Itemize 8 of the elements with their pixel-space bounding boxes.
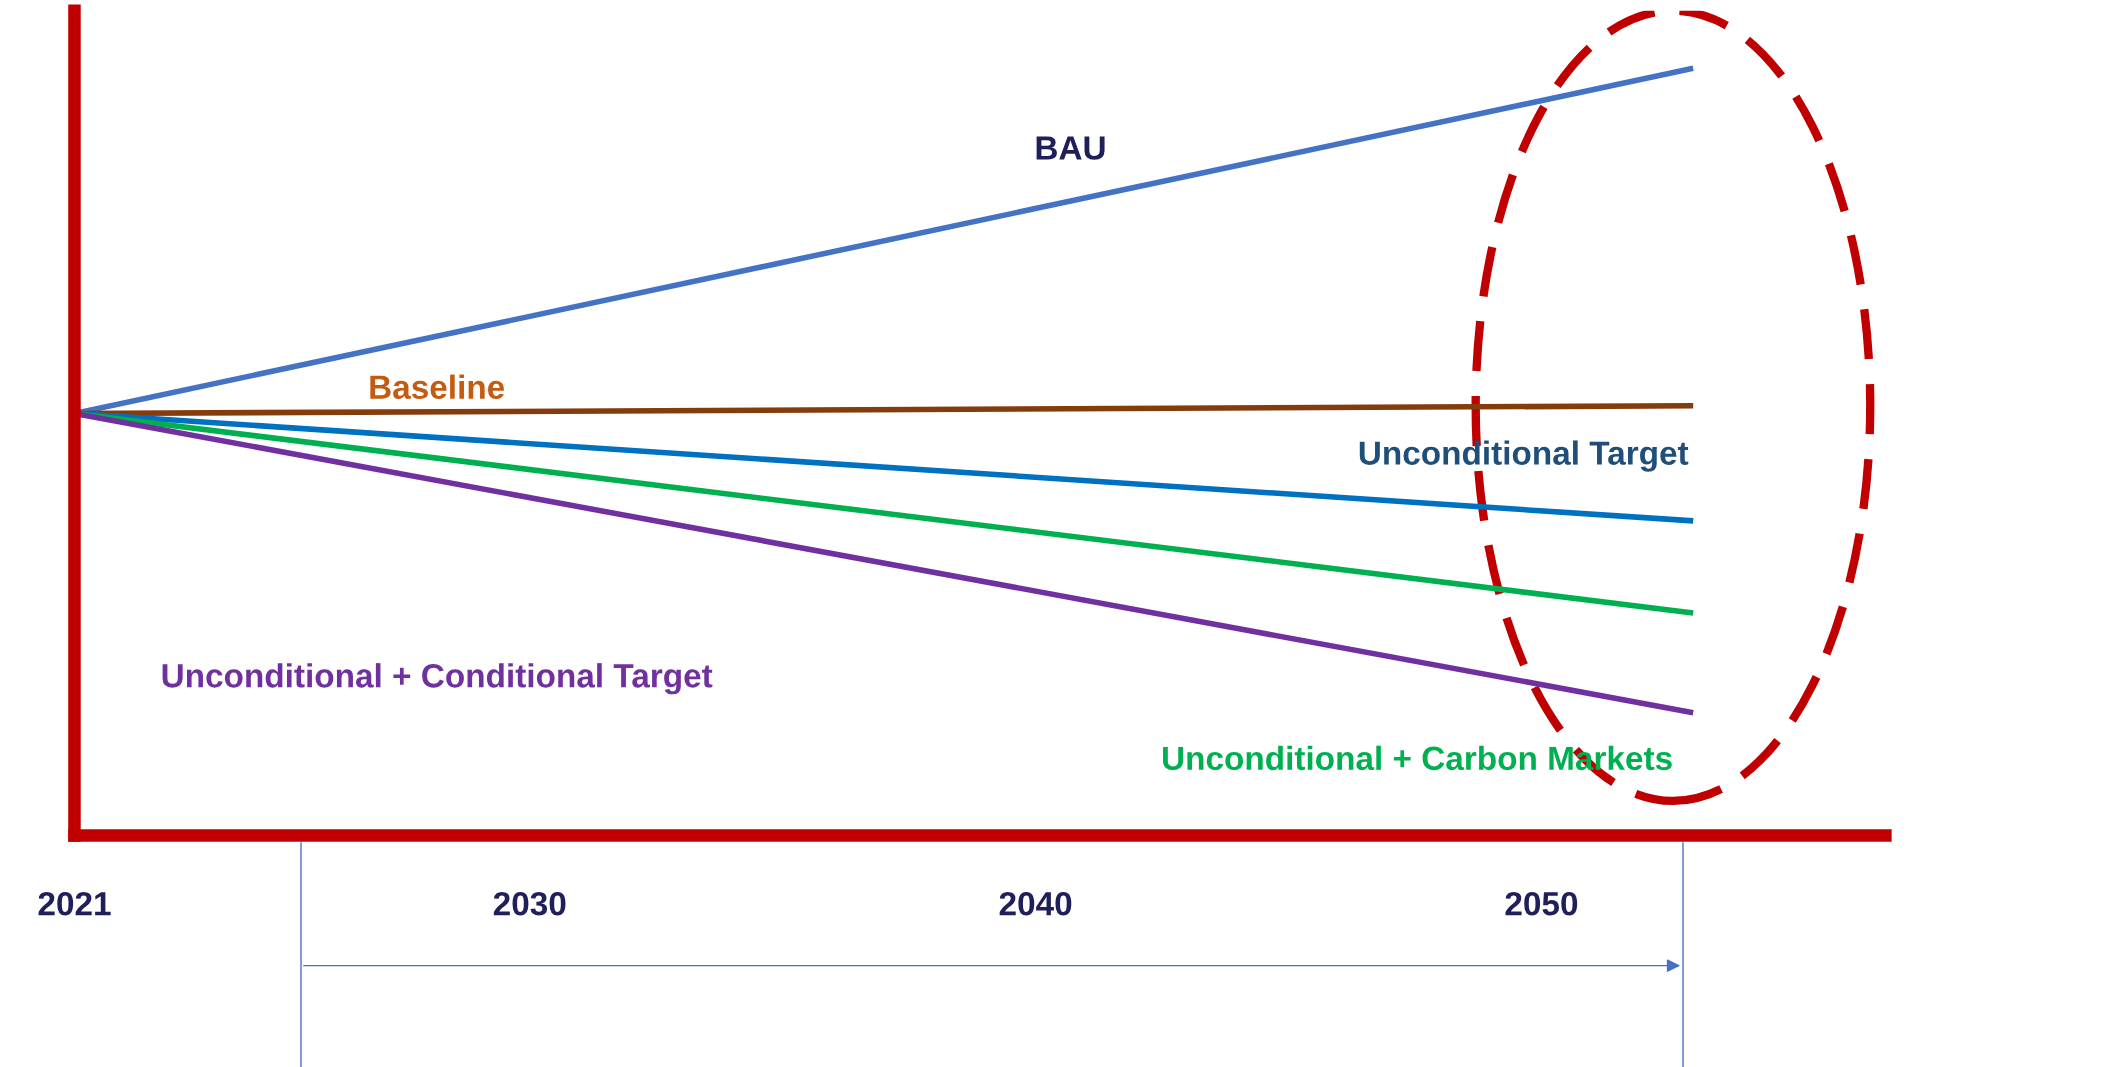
- x-tick-label: 2030: [493, 891, 566, 916]
- x-tick-label: 2050: [1505, 891, 1578, 916]
- text: Unconditional + Conditional Target: [162, 663, 713, 695]
- x-tick-label: 2040: [999, 891, 1072, 916]
- series-label: Baseline: [370, 374, 505, 400]
- x-tick-label: 2021: [38, 891, 111, 916]
- series-label: BAU: [1036, 136, 1105, 160]
- series-label: Unconditional Target: [1359, 440, 1689, 472]
